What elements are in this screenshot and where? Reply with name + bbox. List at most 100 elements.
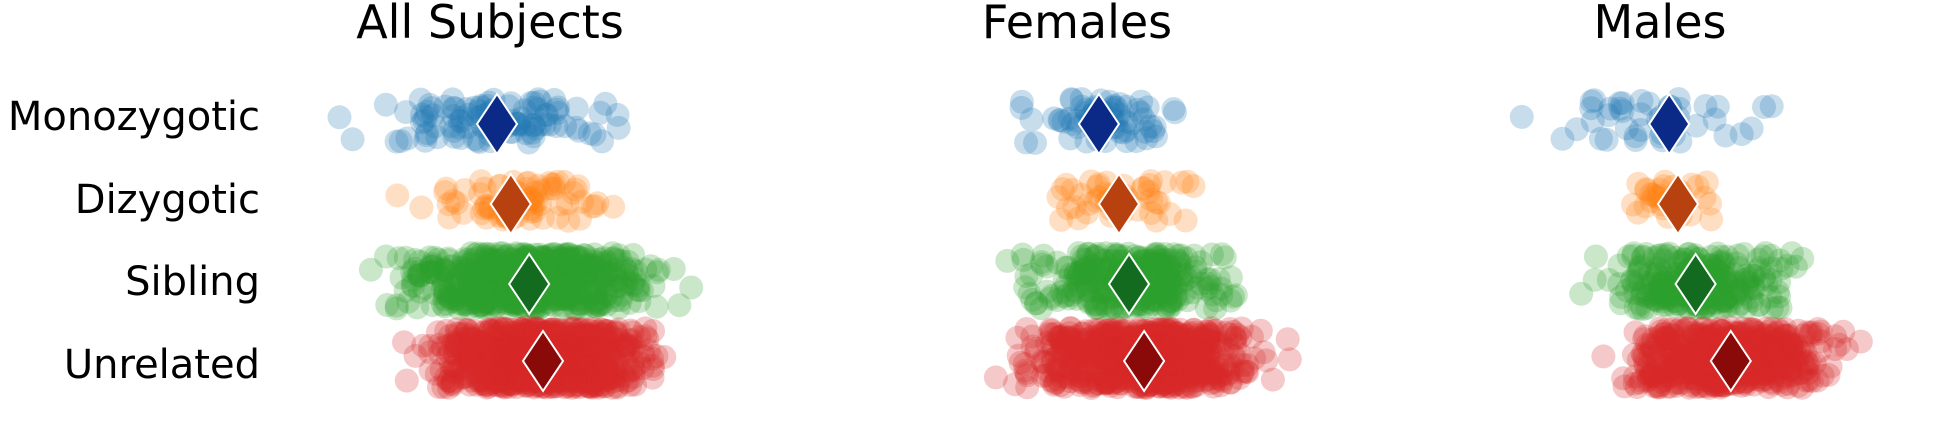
data-point	[600, 325, 625, 350]
data-point	[584, 322, 608, 347]
data-point	[606, 368, 631, 393]
data-point	[594, 356, 619, 381]
data-point	[476, 248, 501, 273]
data-point	[425, 125, 450, 150]
data-point	[465, 346, 490, 371]
data-point	[488, 241, 512, 266]
data-point	[579, 353, 604, 378]
data-point	[537, 244, 562, 268]
data-point	[440, 368, 465, 393]
data-point	[462, 95, 487, 120]
data-point	[495, 357, 520, 382]
panel-2	[1509, 87, 1873, 400]
data-point	[544, 97, 569, 122]
data-point	[484, 324, 508, 349]
data-point	[599, 284, 624, 309]
data-point	[445, 266, 470, 291]
data-point	[477, 278, 502, 303]
data-point	[512, 98, 537, 123]
data-point	[573, 280, 598, 305]
data-point	[504, 349, 528, 374]
data-point	[552, 375, 577, 400]
data-point	[591, 269, 616, 294]
data-point	[476, 287, 501, 312]
data-point	[1137, 173, 1162, 197]
data-point	[461, 350, 486, 375]
data-point	[560, 258, 585, 283]
data-point	[1759, 243, 1783, 268]
data-point	[573, 291, 598, 316]
data-point	[640, 346, 665, 371]
data-point	[577, 121, 602, 146]
data-point	[530, 245, 555, 270]
data-point	[440, 289, 465, 314]
data-point	[558, 341, 583, 366]
data-point	[585, 191, 610, 216]
data-point	[461, 359, 486, 384]
data-point	[569, 362, 593, 387]
series-unrelated	[983, 316, 1302, 400]
data-point	[419, 260, 444, 285]
data-point	[445, 266, 470, 291]
data-point	[582, 338, 607, 363]
data-point	[594, 292, 619, 317]
data-point	[667, 293, 692, 318]
data-point	[585, 287, 610, 312]
data-point	[556, 241, 581, 266]
data-point	[471, 264, 496, 289]
data-point	[473, 289, 498, 314]
data-point	[440, 370, 465, 395]
data-point	[639, 254, 663, 279]
data-point	[457, 346, 482, 371]
data-point	[451, 200, 476, 225]
data-point	[564, 115, 589, 140]
data-point	[1564, 117, 1589, 142]
data-point	[509, 325, 534, 350]
data-point	[1148, 267, 1172, 292]
data-point	[408, 87, 433, 112]
data-point	[561, 180, 586, 205]
data-point	[474, 251, 498, 276]
data-point	[497, 336, 522, 360]
data-point	[574, 354, 599, 379]
data-point	[558, 360, 583, 385]
data-point	[474, 242, 499, 267]
data-point	[561, 350, 585, 375]
data-point	[450, 336, 475, 361]
data-point	[448, 347, 473, 372]
data-point	[465, 261, 490, 286]
data-point	[484, 274, 509, 299]
series-unrelated	[1591, 316, 1873, 400]
data-point	[575, 323, 599, 348]
data-point	[504, 375, 529, 400]
data-point	[560, 317, 585, 341]
data-point	[633, 316, 658, 341]
data-point	[490, 261, 515, 286]
data-point	[594, 261, 619, 286]
data-point	[486, 351, 511, 376]
data-point	[538, 176, 563, 201]
data-point	[415, 99, 440, 124]
data-point	[423, 245, 448, 270]
data-point	[537, 252, 562, 277]
data-point	[582, 242, 607, 267]
data-point	[562, 244, 586, 268]
data-point	[447, 296, 472, 321]
data-point	[586, 293, 611, 318]
data-point	[549, 319, 574, 344]
data-point	[562, 335, 586, 360]
data-point	[553, 114, 577, 139]
data-point	[621, 243, 646, 267]
data-point	[460, 327, 485, 352]
data-point	[631, 344, 656, 369]
data-point	[564, 96, 589, 121]
data-point	[474, 372, 499, 397]
data-point	[542, 262, 567, 287]
data-point	[409, 195, 434, 220]
data-point	[537, 112, 562, 137]
data-point	[582, 278, 607, 303]
data-point	[412, 108, 437, 133]
data-point	[644, 294, 669, 319]
data-point	[497, 374, 522, 399]
data-point	[494, 290, 519, 315]
